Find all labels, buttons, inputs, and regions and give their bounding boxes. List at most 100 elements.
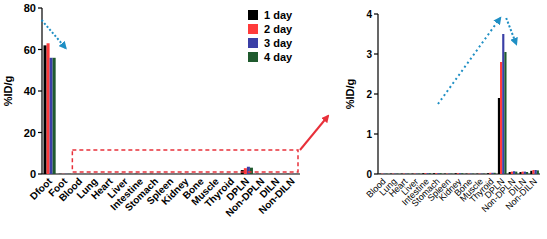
bar bbox=[444, 173, 446, 174]
bar bbox=[422, 173, 424, 174]
bar bbox=[129, 173, 132, 174]
bar bbox=[280, 173, 283, 174]
bar bbox=[511, 172, 513, 174]
bar bbox=[65, 173, 68, 174]
bar bbox=[427, 173, 429, 174]
chart-1: 01234%ID/gBloodLungHeartLiverIntestineSt… bbox=[344, 9, 540, 214]
bar bbox=[159, 173, 162, 174]
bar bbox=[405, 173, 407, 174]
bar bbox=[489, 173, 491, 174]
bars bbox=[379, 34, 539, 174]
bar bbox=[201, 173, 204, 174]
bar bbox=[437, 173, 439, 174]
bar bbox=[144, 173, 147, 174]
bar bbox=[468, 173, 470, 174]
bar bbox=[226, 173, 229, 174]
bar bbox=[229, 173, 232, 174]
bar bbox=[502, 34, 504, 174]
bar bbox=[414, 173, 416, 174]
bar bbox=[381, 173, 383, 174]
bar bbox=[530, 171, 532, 174]
bar bbox=[526, 172, 528, 174]
bar bbox=[532, 170, 534, 174]
bar bbox=[465, 173, 467, 174]
bar bbox=[401, 173, 403, 174]
arrow bbox=[300, 116, 328, 150]
bar bbox=[524, 172, 526, 174]
bar bbox=[383, 173, 385, 174]
bar bbox=[92, 173, 95, 174]
bar bbox=[210, 173, 213, 174]
bar bbox=[435, 173, 437, 174]
bar bbox=[424, 173, 426, 174]
bar bbox=[89, 173, 92, 174]
bar bbox=[262, 173, 265, 174]
bar bbox=[537, 170, 539, 174]
bar bbox=[429, 173, 431, 174]
bar bbox=[110, 173, 113, 174]
bar bbox=[476, 173, 478, 174]
y-tick-label: 1 bbox=[366, 129, 372, 140]
bar bbox=[379, 173, 381, 174]
bar bbox=[519, 172, 521, 174]
x-tick-label: Non-DILN bbox=[504, 176, 539, 211]
y-tick-label: 20 bbox=[24, 127, 36, 139]
y-tick bbox=[374, 13, 378, 14]
y-tick-label: 60 bbox=[24, 44, 36, 56]
y-tick bbox=[38, 7, 42, 8]
legend-swatch bbox=[248, 38, 258, 48]
arrow bbox=[42, 20, 66, 48]
bar bbox=[498, 98, 500, 174]
bar bbox=[250, 168, 253, 174]
legend-swatch bbox=[248, 52, 258, 62]
bar bbox=[156, 173, 159, 174]
bar bbox=[448, 173, 450, 174]
y-tick-label: 0 bbox=[30, 168, 36, 180]
bar bbox=[141, 173, 144, 174]
y-tick-label: 0 bbox=[366, 169, 372, 180]
bar bbox=[83, 173, 86, 174]
legend-label: 1 day bbox=[264, 9, 293, 21]
arrow bbox=[506, 18, 516, 44]
bar bbox=[122, 173, 125, 174]
bar bbox=[535, 170, 537, 174]
legend-swatch bbox=[248, 24, 258, 34]
bar bbox=[487, 173, 489, 174]
y-tick-label: 4 bbox=[366, 9, 372, 20]
bar bbox=[455, 173, 457, 174]
bar bbox=[171, 173, 174, 174]
y-tick-label: 40 bbox=[24, 85, 36, 97]
bar bbox=[461, 173, 463, 174]
bar bbox=[274, 173, 277, 174]
bar bbox=[504, 52, 506, 174]
bar bbox=[153, 173, 156, 174]
bar bbox=[138, 173, 141, 174]
bar bbox=[95, 173, 98, 174]
bar bbox=[271, 173, 274, 174]
bar bbox=[256, 173, 259, 174]
bar bbox=[68, 173, 71, 174]
bar bbox=[392, 173, 394, 174]
y-tick bbox=[38, 132, 42, 133]
bar bbox=[265, 173, 268, 174]
bar bbox=[457, 173, 459, 174]
bar bbox=[232, 173, 235, 174]
y-tick bbox=[374, 93, 378, 94]
bar bbox=[396, 173, 398, 174]
legend-label: 3 day bbox=[264, 37, 293, 49]
figure: 020406080%ID/gDfootFootBloodLungHeartLiv… bbox=[0, 0, 547, 239]
bar bbox=[53, 58, 56, 174]
legend-label: 2 day bbox=[264, 23, 293, 35]
y-axis-label: %ID/g bbox=[2, 76, 14, 107]
bar bbox=[180, 173, 183, 174]
bar bbox=[277, 173, 280, 174]
bar bbox=[135, 173, 138, 174]
y-tick bbox=[38, 173, 42, 174]
bar bbox=[394, 173, 396, 174]
bar bbox=[481, 173, 483, 174]
bar bbox=[247, 167, 250, 174]
bar bbox=[217, 173, 220, 174]
bar bbox=[411, 173, 413, 174]
bar bbox=[289, 173, 292, 174]
bar bbox=[113, 173, 116, 174]
